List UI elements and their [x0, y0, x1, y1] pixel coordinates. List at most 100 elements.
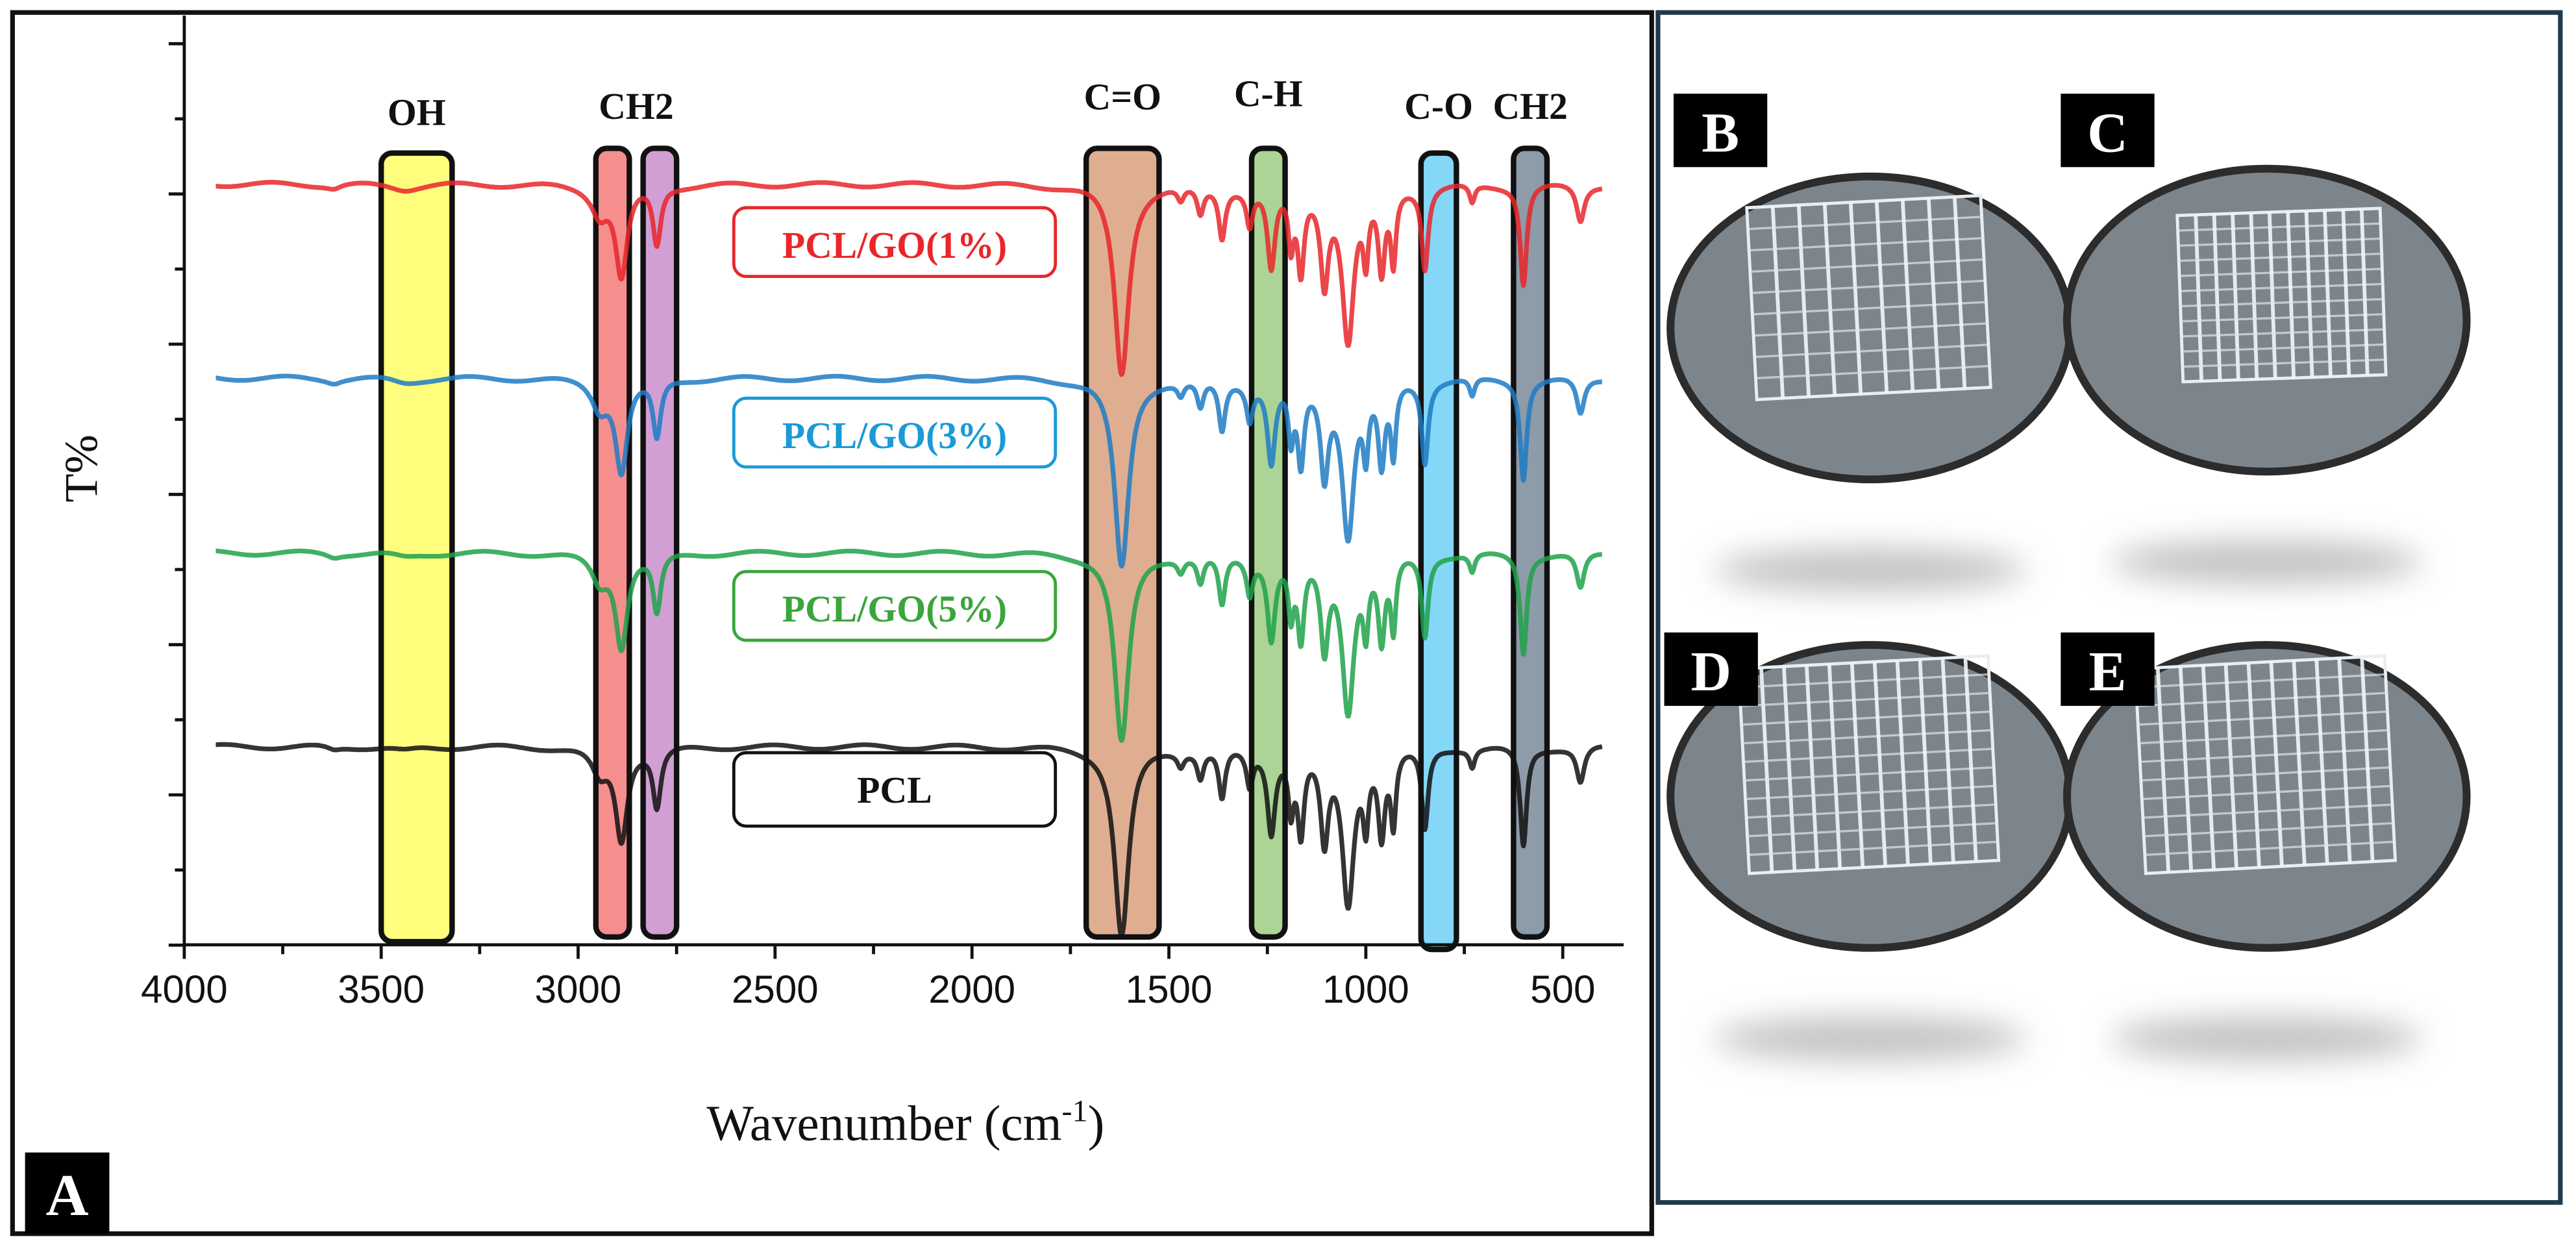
scaffold-strand	[1895, 660, 1910, 866]
scaffold-strand	[1804, 665, 1820, 870]
scaffold-strand	[1747, 821, 1997, 838]
scaffold-strand	[1872, 661, 1888, 867]
scaffold-strand	[1754, 344, 1989, 358]
scaffold-strand	[2179, 253, 2382, 262]
scaffold-strand	[1741, 710, 1991, 726]
photo-b: B	[1666, 94, 2074, 592]
legend-label: PCL/GO(5%)	[782, 589, 1007, 630]
band-label: CH2	[599, 86, 673, 127]
x-tick-label: 2000	[928, 968, 1015, 1011]
scaffold-strand	[2181, 328, 2384, 338]
photo-c: C	[2061, 94, 2471, 584]
scaffold-strand	[2178, 237, 2381, 247]
x-tick-label: 1000	[1322, 968, 1409, 1011]
legend-box	[732, 570, 1058, 642]
x-axis-label: Wavenumber (cm-1)	[706, 1094, 1104, 1151]
scaffold-strand	[1918, 659, 1933, 864]
band-ch2	[1511, 145, 1550, 940]
legend-label: PCL	[857, 770, 932, 811]
scaffold-strand	[2179, 268, 2383, 277]
scaffold-strand	[1963, 657, 1978, 862]
scaffold-strand	[1940, 658, 1955, 863]
scaffold-strand	[1750, 258, 1985, 273]
scaffold-strand	[2182, 358, 2386, 368]
band-c-o	[1418, 150, 1459, 953]
photo-label: D	[1690, 640, 1731, 703]
legend-label: PCL/GO(3%)	[782, 416, 1007, 457]
panel-a-label: A	[46, 1162, 89, 1228]
scaffold-strand	[2144, 840, 2395, 857]
spectra	[214, 180, 1604, 938]
scaffold-strand	[1848, 202, 1863, 395]
scaffold-strand	[1748, 840, 1998, 857]
photo-shadow	[1714, 548, 2027, 592]
photo-d: D	[1664, 632, 2074, 1060]
x-tick-label: 4000	[141, 968, 228, 1011]
scaffold-grid	[1745, 194, 1992, 401]
photo-shadow	[1714, 1016, 2027, 1060]
scaffold-strand	[2323, 210, 2333, 377]
scaffold-strand	[2360, 657, 2375, 862]
scaffold-strand	[1759, 667, 1774, 873]
scaffold-strand	[2180, 297, 2384, 308]
photo-label-box	[1664, 632, 1758, 706]
scaffold-outline	[1745, 194, 1992, 401]
scaffold-strand	[1739, 673, 1989, 689]
y-axis-label: T%	[55, 434, 107, 502]
scaffold-strand	[2138, 729, 2389, 745]
band-label: C-H	[1234, 74, 1303, 115]
band-ch2-b	[640, 145, 680, 940]
scaffold-strand	[1822, 203, 1837, 396]
photo-label: E	[2089, 640, 2127, 703]
band-label: C=O	[1084, 77, 1161, 118]
photo-panels: B C D E	[1664, 94, 2471, 1060]
legend-box	[732, 206, 1058, 279]
scaffold-strand	[2341, 209, 2351, 377]
series-line-0	[214, 180, 1604, 377]
panel-a-label-box	[25, 1152, 110, 1234]
scaffold-strand	[1926, 198, 1941, 390]
scaffold-strand	[2194, 214, 2204, 382]
scaffold-strand	[2142, 803, 2393, 819]
scaffold-strand	[2177, 222, 2381, 232]
photo-shadow	[2111, 540, 2423, 584]
scaffold-strand	[2140, 747, 2390, 763]
scaffold-strand	[2223, 664, 2238, 869]
scaffold-strand	[2182, 343, 2385, 353]
petri-dish	[2062, 164, 2471, 476]
legend-label: PCL/GO(1%)	[782, 225, 1007, 266]
photo-shadow	[2111, 1016, 2423, 1060]
scaffold-strand	[1827, 664, 1842, 869]
scaffold-strand	[1751, 279, 1985, 294]
scaffold-strand	[2181, 313, 2384, 323]
scaffold-strand	[1782, 666, 1797, 872]
scaffold-strand	[1752, 301, 1987, 316]
scaffold-strand	[2314, 659, 2329, 864]
scaffold-strand	[1746, 803, 1996, 819]
band-ch2	[593, 145, 632, 940]
scaffold-strand	[1850, 662, 1865, 868]
scaffold-strand	[2304, 210, 2314, 378]
scaffold-strand	[2212, 214, 2222, 381]
legend: PCL/GO(1%) PCL/GO(3%) PCL/GO(5%) PCL	[732, 206, 1058, 828]
scaffold-strand	[2136, 692, 2387, 707]
series-line-3	[214, 742, 1604, 938]
scaffold-outline	[2175, 207, 2388, 384]
series-line-1	[214, 373, 1604, 569]
x-tick-label: 2500	[732, 968, 819, 1011]
scaffold-strand	[2201, 665, 2216, 870]
scaffold-grid	[2133, 654, 2397, 875]
scaffold-strand	[2138, 710, 2388, 726]
scaffold-strand	[1742, 729, 1992, 745]
scaffold-strand	[2179, 282, 2383, 292]
scaffold-strand	[2155, 667, 2171, 873]
scaffold-strand	[1900, 199, 1915, 392]
scaffold-strand	[2269, 661, 2284, 867]
x-tick-label: 500	[1530, 968, 1595, 1011]
scaffold-grid	[2175, 207, 2388, 384]
scaffold-strand	[1740, 692, 1990, 707]
band-label: CH2	[1492, 86, 1567, 127]
scaffold-strand	[1749, 236, 1983, 252]
band-oh	[378, 150, 455, 945]
